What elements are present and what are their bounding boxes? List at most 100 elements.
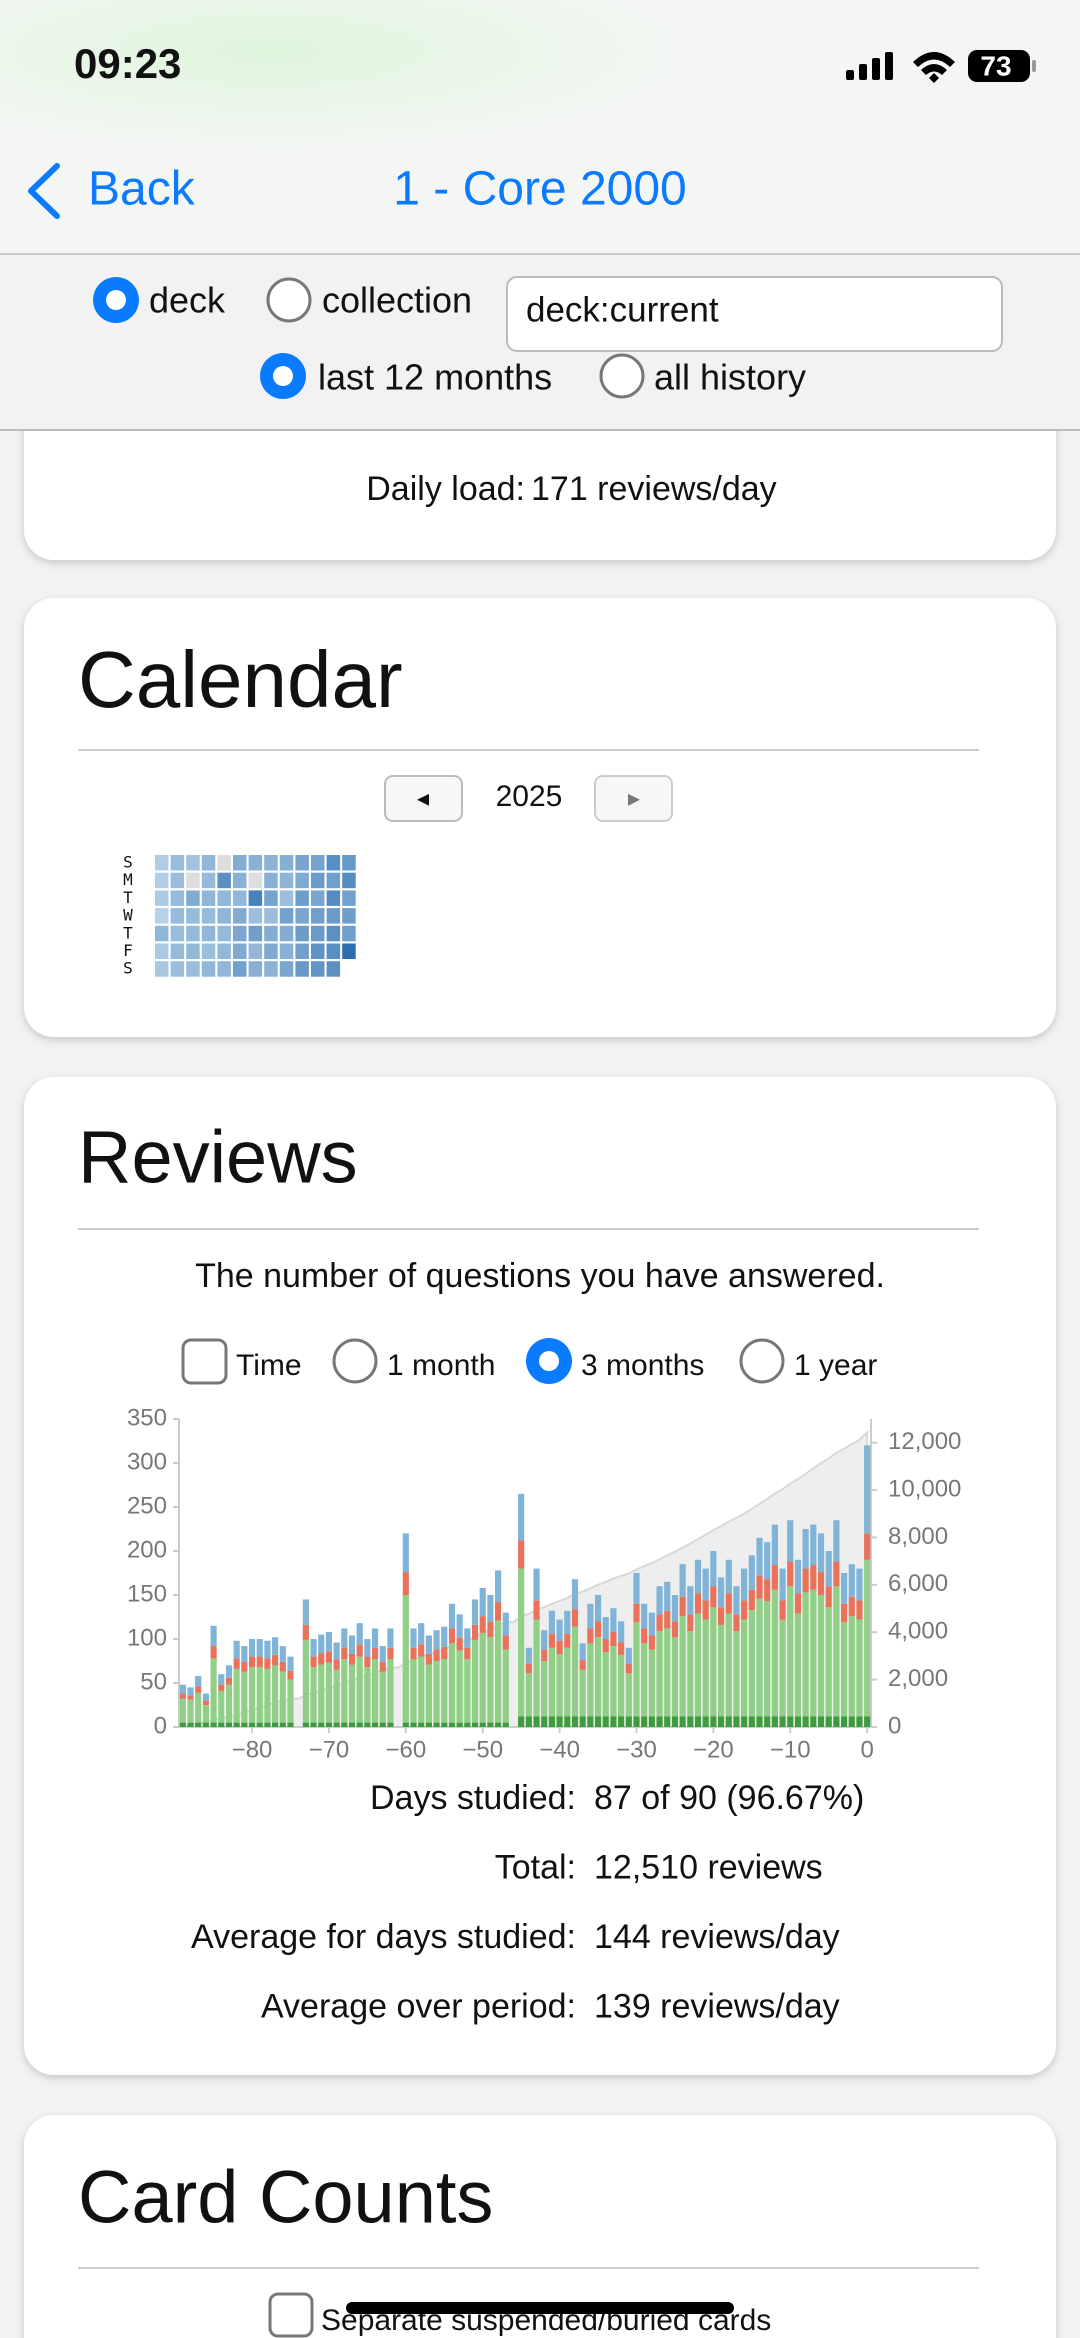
bar-segment xyxy=(256,1722,263,1727)
bar-segment xyxy=(748,1589,755,1610)
bar-segment xyxy=(448,1643,456,1723)
nav-title: 1 - Core 2000 xyxy=(393,163,687,216)
x-tick-label: 0 xyxy=(860,1736,873,1763)
bar-segment xyxy=(779,1600,786,1620)
bar-segment xyxy=(448,1628,456,1644)
bar-segment xyxy=(441,1722,448,1727)
option-label: collection xyxy=(322,280,472,321)
section-title: Reviews xyxy=(78,1116,358,1199)
bar-segment xyxy=(341,1628,348,1648)
bar-segment xyxy=(195,1675,202,1687)
calendar-day xyxy=(217,908,231,924)
time-checkbox[interactable] xyxy=(181,1338,228,1385)
radio[interactable] xyxy=(739,1338,785,1384)
bar-segment xyxy=(571,1579,579,1610)
bar-segment xyxy=(464,1722,471,1727)
calendar-day xyxy=(155,855,169,871)
calendar-day xyxy=(248,961,263,977)
bar-segment xyxy=(694,1593,702,1614)
bar-segment xyxy=(371,1659,379,1723)
radio[interactable] xyxy=(599,353,645,399)
radio[interactable] xyxy=(332,1338,378,1384)
bar-segment xyxy=(702,1568,709,1601)
bar-segment xyxy=(179,1693,186,1699)
bar-segment xyxy=(802,1716,809,1727)
option-label: all history xyxy=(654,357,806,398)
x-tick-label: −70 xyxy=(309,1736,350,1763)
bar-segment xyxy=(287,1679,294,1723)
calendar-day xyxy=(264,872,278,889)
card xyxy=(24,1077,1056,2075)
bar-segment xyxy=(356,1722,363,1727)
back-chevron[interactable] xyxy=(28,163,60,219)
search-input[interactable] xyxy=(506,276,1003,352)
calendar-day xyxy=(279,961,294,977)
bar-segment xyxy=(625,1647,632,1664)
bar-segment xyxy=(379,1671,386,1723)
bar-segment xyxy=(679,1616,686,1717)
prev-year-button[interactable] xyxy=(384,775,463,822)
calendar-day xyxy=(295,908,309,924)
bar-segment xyxy=(348,1664,356,1723)
bar-segment xyxy=(702,1600,709,1620)
bar-segment xyxy=(833,1586,840,1717)
bar-segment xyxy=(764,1579,771,1602)
bar-segment xyxy=(556,1640,563,1654)
bar-segment xyxy=(625,1716,632,1727)
bar-segment xyxy=(256,1639,263,1657)
calendar-day xyxy=(248,872,263,889)
calendar-day xyxy=(201,872,216,889)
calendar-day xyxy=(264,925,278,942)
bar-segment xyxy=(364,1667,371,1723)
subtitle: The number of questions you have answere… xyxy=(195,1257,885,1295)
bar-segment xyxy=(748,1555,755,1590)
y-tick-label: 100 xyxy=(127,1624,167,1651)
back-button[interactable]: Back xyxy=(88,163,196,216)
bar-segment xyxy=(841,1573,848,1604)
bar-segment xyxy=(579,1716,586,1727)
bar-segment xyxy=(564,1633,571,1648)
bar-segment xyxy=(764,1542,771,1580)
stat-label: Total: xyxy=(495,1848,576,1886)
bar-segment xyxy=(264,1722,271,1727)
bar-segment xyxy=(425,1635,432,1654)
calendar-day xyxy=(170,872,185,889)
calendar-day xyxy=(311,925,325,942)
bar-segment xyxy=(802,1568,809,1593)
bar-segment xyxy=(810,1589,817,1717)
separate-checkbox[interactable] xyxy=(268,2292,314,2338)
calendar-day xyxy=(295,872,309,889)
bar-segment xyxy=(717,1577,725,1608)
option-label: 1 month xyxy=(387,1349,495,1382)
calendar-day xyxy=(155,890,169,906)
bar-segment xyxy=(518,1540,525,1569)
bar-segment xyxy=(502,1612,509,1636)
bar-segment xyxy=(633,1573,640,1604)
calendar-day xyxy=(295,943,309,959)
next-year-button[interactable] xyxy=(594,775,673,822)
next-year-arrow: ► xyxy=(624,788,644,810)
bar-segment xyxy=(456,1650,463,1723)
calendar-day xyxy=(155,961,169,977)
bar-segment xyxy=(548,1647,555,1717)
bar-segment xyxy=(310,1722,317,1727)
radio-dot xyxy=(539,1351,559,1371)
bar-segment xyxy=(779,1716,786,1727)
bar-segment xyxy=(225,1722,233,1727)
calendar-day xyxy=(155,872,169,889)
bar-segment xyxy=(864,1445,871,1534)
bar-segment xyxy=(441,1626,448,1647)
x-tick-label: −30 xyxy=(616,1736,657,1763)
radio[interactable] xyxy=(266,277,312,323)
bar-segment xyxy=(618,1642,625,1655)
bar-segment xyxy=(272,1665,279,1723)
bar-segment xyxy=(579,1643,586,1661)
bar-segment xyxy=(556,1716,563,1727)
bar-segment xyxy=(694,1613,702,1717)
bar-segment xyxy=(618,1654,625,1717)
calendar-day xyxy=(342,925,356,942)
calendar-day xyxy=(342,890,356,906)
calendar-day xyxy=(186,872,200,889)
